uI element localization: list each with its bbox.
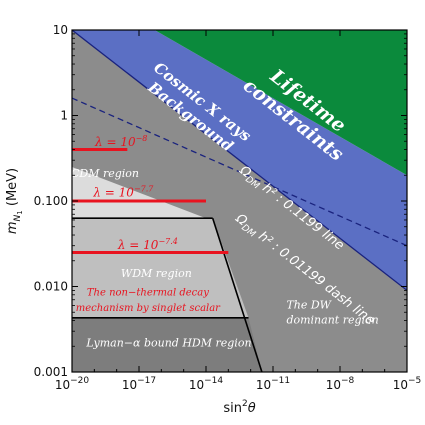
annotation-2: mechanism by singlet scalar — [76, 303, 221, 314]
label-wdm-region: WDM region — [121, 267, 192, 280]
y-tick-label: 1 — [60, 109, 68, 123]
x-tick-label: 10−14 — [189, 376, 224, 392]
x-tick-label: 10−11 — [256, 376, 290, 392]
y-tick-label: 10 — [53, 23, 68, 37]
x-tick-label: 10−8 — [326, 376, 355, 392]
y-axis-title: mN1 (MeV) — [5, 168, 24, 234]
region-wdm-region — [72, 218, 249, 318]
relic-solid-line — [72, 30, 407, 291]
lines-layer — [72, 30, 407, 372]
region-cdm-region — [72, 167, 206, 219]
boundary-wdm-dw-boundary — [211, 217, 263, 372]
region-lyman-bound-hdm-region — [72, 317, 262, 372]
relic-dash-line — [72, 97, 407, 247]
y-tick-label: 0.100 — [34, 194, 68, 208]
annotation-1: The non−thermal decay — [87, 288, 209, 299]
label-cdm-region: CDM region — [71, 167, 139, 180]
x-tick-label: 10−17 — [122, 376, 156, 392]
y-tick-label: 0.001 — [34, 365, 68, 379]
label-lyman-bound-hdm-region: Lyman−α bound HDM region — [85, 336, 251, 349]
x-tick-label: 10−5 — [393, 376, 422, 392]
label-the-dw-dominant-region: The DW dominant region — [286, 299, 378, 327]
lambda-label-1: λ = 10−8 — [94, 134, 147, 149]
y-tick-label: 0.010 — [34, 280, 68, 294]
region-lifetime-constraints — [154, 30, 407, 176]
x-axis-title: sin2θ — [223, 399, 255, 416]
axes-layer: 10−20 10−17 10−14 10−11 10−8 10−50.0010.0100.… — [5, 23, 421, 416]
